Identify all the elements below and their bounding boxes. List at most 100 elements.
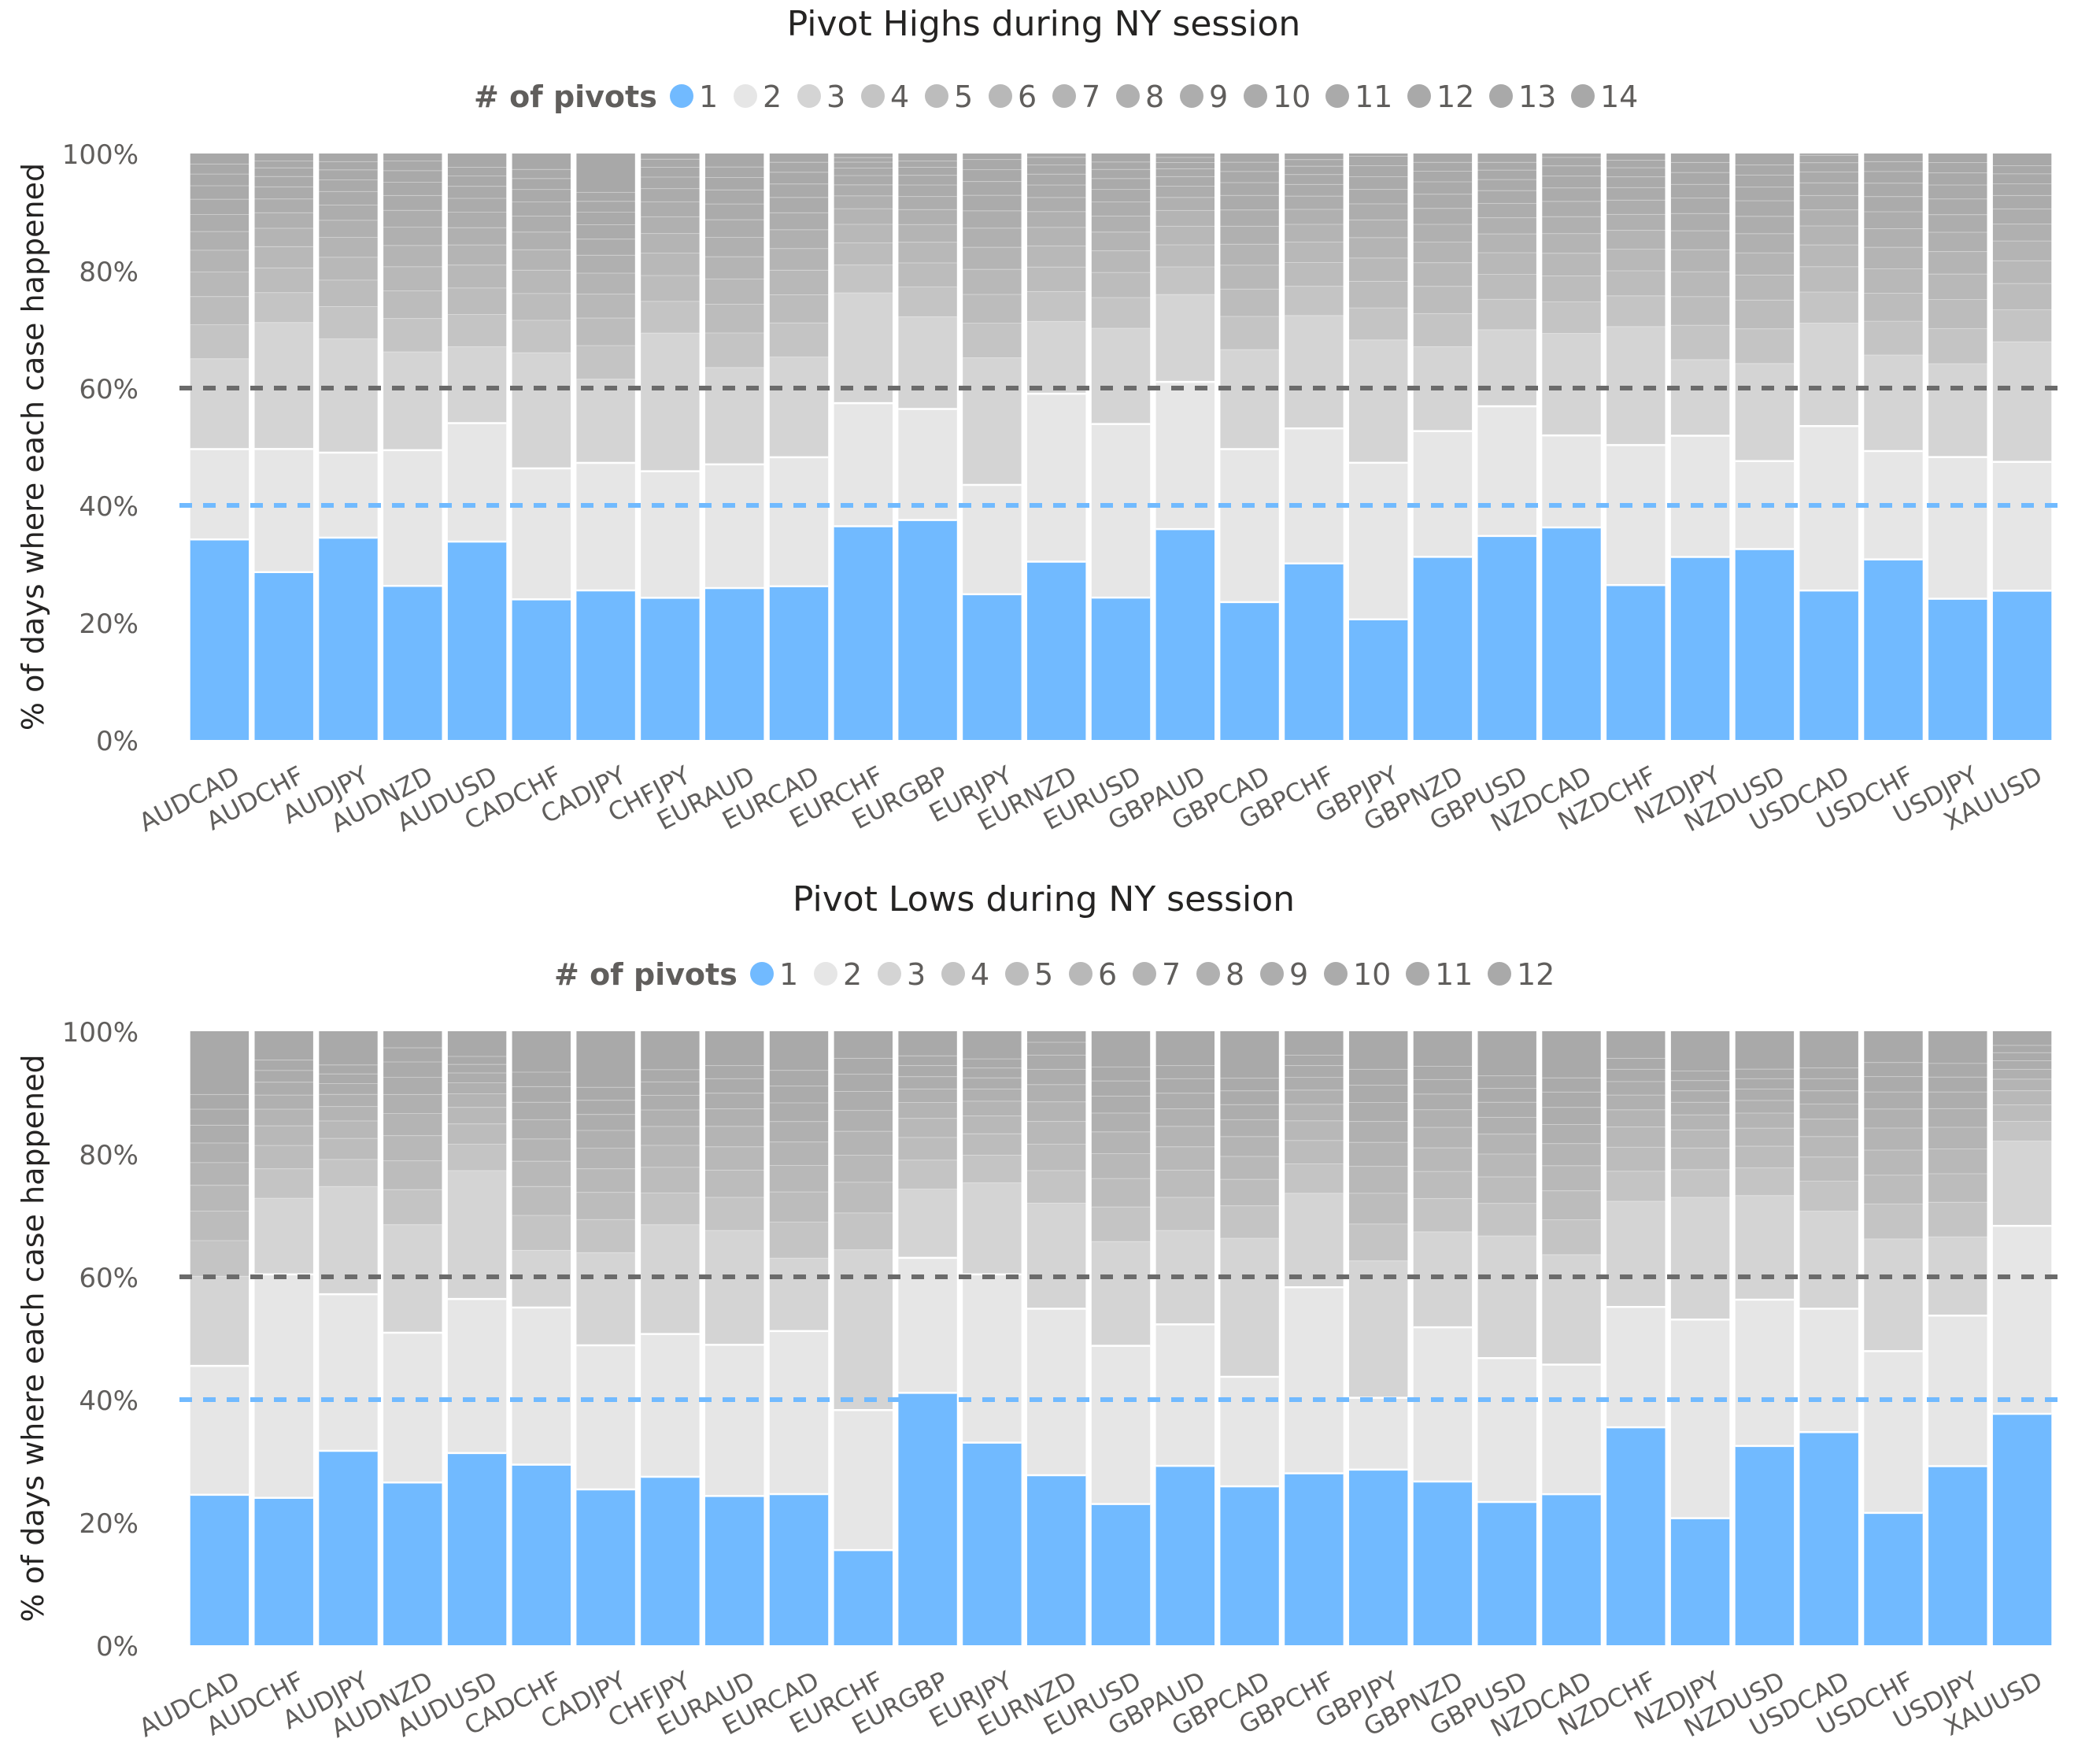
bar-segment-NZDJPY-1 — [1670, 1518, 1730, 1645]
bar-segment-AUDNZD-3 — [383, 351, 442, 450]
bar-segment-GBPCAD-9 — [1220, 1104, 1279, 1120]
bar-segment-NZDCAD-2 — [1542, 435, 1601, 527]
bar-segment-GBPCHF-13 — [1285, 159, 1344, 167]
bar-segment-CHFJPY-10 — [641, 1082, 700, 1096]
legend-label-10: 10 — [1273, 80, 1311, 114]
bar-segment-GBPAUD-6 — [1155, 1146, 1215, 1171]
bar-segment-GBPCAD-11 — [1220, 182, 1279, 196]
bar-segment-AUDUSD-10 — [447, 1064, 507, 1074]
bar-segment-CADJPY-9 — [576, 239, 635, 256]
bar-segment-GBPUSD-4 — [1477, 1203, 1536, 1236]
bar-segment-AUDUSD-9 — [447, 212, 507, 228]
bar-segment-AUDCHF-4 — [254, 292, 313, 323]
bar-segment-USDCHF-9 — [1864, 211, 1923, 229]
bar-segment-GBPCHF-9 — [1285, 196, 1344, 209]
bar-segment-AUDCHF-9 — [254, 198, 313, 213]
bar-segment-USDJPY-5 — [1928, 299, 1987, 329]
legend-marker-11 — [1325, 84, 1349, 108]
bar-segment-AUDJPY-12 — [319, 169, 378, 180]
legend-marker-14 — [1571, 84, 1595, 108]
bar-segment-USDCHF-6 — [1864, 268, 1923, 294]
bar-segment-EURNZD-12 — [1027, 1031, 1086, 1043]
bar-segment-NZDUSD-10 — [1735, 1078, 1795, 1089]
bar-segment-GBPJPY-4 — [1349, 1223, 1408, 1261]
bar-segment-CADJPY-4 — [576, 1219, 635, 1253]
bar-segment-AUDJPY-9 — [319, 205, 378, 220]
bar-segment-AUDJPY-2 — [319, 1294, 378, 1451]
bar-segment-CADJPY-9 — [576, 1114, 635, 1130]
bar-segment-XAUUSD-11 — [1992, 183, 2052, 196]
bar-segment-NZDUSD-7 — [1735, 1113, 1795, 1129]
bar-segment-CADJPY-10 — [576, 224, 635, 239]
bar-segment-EURAUD-14 — [705, 154, 764, 168]
bar-segment-NZDJPY-12 — [1670, 172, 1730, 185]
bar-segment-GBPCHF-8 — [1285, 1089, 1344, 1104]
bar-segment-EURCHF-6 — [834, 1155, 893, 1182]
bar-segment-CADJPY-13 — [576, 192, 635, 202]
bar-segment-GBPUSD-6 — [1477, 253, 1536, 275]
bar-segment-CHFJPY-12 — [641, 1031, 700, 1070]
bar-segment-XAUUSD-1 — [1992, 590, 2052, 740]
bar-segment-AUDNZD-2 — [383, 449, 442, 586]
bar-segment-GBPNZD-6 — [1413, 1148, 1473, 1172]
bar-segment-GBPCAD-8 — [1220, 1119, 1279, 1137]
bar-segment-EURAUD-10 — [705, 204, 764, 220]
bar-segment-EURCHF-6 — [834, 224, 893, 243]
legend-marker-11 — [1406, 962, 1429, 986]
bar-segment-EURNZD-8 — [1027, 211, 1086, 227]
bar-segment-GBPAUD-4 — [1155, 266, 1215, 295]
bar-segment-GBPUSD-12 — [1477, 170, 1536, 180]
bar-segment-USDCAD-7 — [1799, 1119, 1858, 1137]
bar-segment-GBPCAD-8 — [1220, 226, 1279, 245]
bar-segment-GBPCAD-2 — [1220, 1376, 1279, 1487]
bar-segment-XAUUSD-9 — [1992, 209, 2052, 224]
bar-segment-USDCHF-6 — [1864, 1150, 1923, 1175]
bar-segment-AUDCHF-1 — [254, 1497, 313, 1645]
legend-label-9: 9 — [1209, 80, 1228, 114]
bar-segment-USDCAD-4 — [1799, 1181, 1858, 1211]
bar-segment-EURCHF-4 — [834, 1212, 893, 1250]
bar-segment-NZDCHF-1 — [1606, 585, 1666, 740]
bar-segment-GBPUSD-11 — [1477, 179, 1536, 191]
bar-segment-NZDCHF-9 — [1606, 1081, 1666, 1096]
bar-segment-USDJPY-4 — [1928, 1202, 1987, 1237]
bar-segment-NZDJPY-2 — [1670, 435, 1730, 557]
bar-segment-NZDJPY-12 — [1670, 1031, 1730, 1071]
bar-segment-NZDJPY-13 — [1670, 162, 1730, 173]
bar-segment-EURNZD-9 — [1027, 1069, 1086, 1085]
bar-segment-XAUUSD-5 — [1992, 283, 2052, 310]
bar-segment-EURCHF-2 — [834, 1410, 893, 1551]
bar-segment-AUDUSD-7 — [447, 1093, 507, 1108]
bar-segment-AUDJPY-2 — [319, 452, 378, 538]
bar-segment-USDCHF-5 — [1864, 1174, 1923, 1204]
bar-segment-AUDCAD-6 — [190, 272, 250, 297]
legend-label-2: 2 — [843, 957, 862, 992]
bar-segment-EURNZD-5 — [1027, 267, 1086, 292]
bar-segment-USDCAD-11 — [1799, 172, 1858, 183]
bar-segment-GBPCAD-13 — [1220, 162, 1279, 172]
bar-segment-GBPCHF-11 — [1285, 174, 1344, 185]
bar-segment-EURCAD-1 — [769, 586, 829, 740]
bar-segment-EURJPY-3 — [963, 1182, 1022, 1274]
bar-segment-AUDJPY-3 — [319, 338, 378, 453]
y-axis-label: % of days where each case happened — [16, 163, 50, 731]
bar-segment-GBPAUD-9 — [1155, 1093, 1215, 1109]
bar-segment-USDJPY-2 — [1928, 457, 1987, 599]
bar-segment-NZDCHF-2 — [1606, 1307, 1666, 1428]
bar-segment-NZDUSD-3 — [1735, 363, 1795, 461]
bar-segment-GBPJPY-8 — [1349, 220, 1408, 238]
bar-segment-NZDUSD-9 — [1735, 216, 1795, 234]
legend-label-10: 10 — [1353, 957, 1391, 992]
bar-segment-NZDJPY-1 — [1670, 557, 1730, 740]
bar-segment-NZDCAD-12 — [1542, 1031, 1601, 1078]
bar-segment-NZDCAD-4 — [1542, 1219, 1601, 1255]
bar-segment-CADCHF-3 — [512, 353, 571, 468]
bar-segment-EURNZD-13 — [1027, 157, 1086, 165]
bar-segment-XAUUSD-3 — [1992, 342, 2052, 462]
bar-segment-NZDUSD-11 — [1735, 187, 1795, 202]
legend-label-6: 6 — [1018, 80, 1037, 114]
bar-segment-EURCHF-12 — [834, 162, 893, 168]
bar-segment-NZDUSD-11 — [1735, 1069, 1795, 1079]
bar-segment-GBPCAD-3 — [1220, 350, 1279, 449]
bar-segment-NZDCAD-1 — [1542, 527, 1601, 740]
